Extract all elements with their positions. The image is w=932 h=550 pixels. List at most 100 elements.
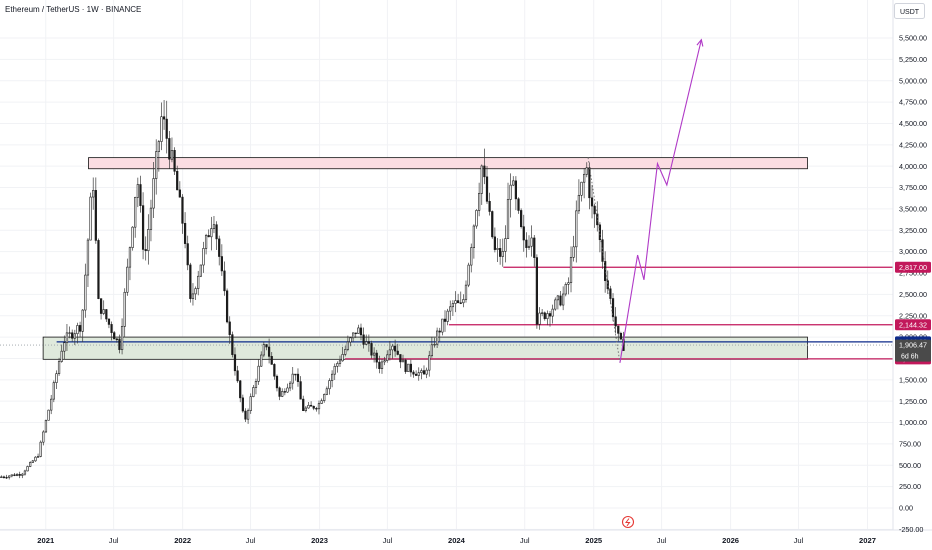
candle-body xyxy=(604,261,607,281)
y-tick-label: 3,250.00 xyxy=(899,226,927,235)
candle-body xyxy=(580,181,583,196)
currency-box[interactable] xyxy=(894,3,925,19)
candle-body xyxy=(383,360,386,363)
candle-body xyxy=(409,363,412,373)
candle-body xyxy=(194,288,197,295)
x-tick-label: Jul xyxy=(246,536,256,545)
candle-body xyxy=(126,266,129,293)
candle-body xyxy=(504,238,507,252)
candle-body xyxy=(543,312,546,320)
candle-body xyxy=(378,361,381,369)
candle-body xyxy=(115,338,118,341)
candle-body xyxy=(449,306,452,312)
price-line-tag xyxy=(895,319,931,331)
candle-body xyxy=(168,138,171,160)
candle-body xyxy=(281,391,284,397)
candle-body xyxy=(152,178,155,209)
candle-body xyxy=(86,239,90,276)
candle-body xyxy=(375,352,378,363)
candle-body xyxy=(299,381,302,400)
candle-body xyxy=(186,243,189,266)
x-tick-label: Jul xyxy=(520,536,530,545)
candle-body xyxy=(244,410,247,420)
candle-body xyxy=(388,349,391,356)
y-tick-label: 4,250.00 xyxy=(899,140,927,149)
candle-body xyxy=(351,332,355,339)
price-line-tag xyxy=(895,261,931,273)
candle-body xyxy=(404,359,407,372)
x-tick-label: 2023 xyxy=(311,536,328,545)
x-tick-label: Jul xyxy=(657,536,667,545)
candle-body xyxy=(304,407,307,412)
candle-body xyxy=(97,240,100,299)
candle-body xyxy=(548,313,552,317)
candle-body xyxy=(538,312,541,325)
candle-body xyxy=(155,151,158,179)
current-price-tag xyxy=(895,339,931,362)
candle-body xyxy=(149,207,153,230)
current-price-countdown: 6d 6h xyxy=(901,354,919,361)
candle-body xyxy=(317,403,321,410)
candle-body xyxy=(134,197,137,228)
candle-body xyxy=(176,170,179,191)
x-tick-label: 2024 xyxy=(448,536,466,545)
y-tick-label: 5,250.00 xyxy=(899,55,927,64)
candle-body xyxy=(291,373,294,384)
price-line-label: 2,144.32 xyxy=(899,320,927,329)
candle-body xyxy=(430,344,433,357)
candle-body xyxy=(44,419,48,433)
candle-body xyxy=(76,325,79,335)
x-tick-label: 2021 xyxy=(37,536,55,545)
candle-body xyxy=(302,398,305,412)
candle-body xyxy=(428,355,431,371)
candle-body xyxy=(246,410,250,420)
x-tick-label: 2026 xyxy=(722,536,739,545)
candle-body xyxy=(26,466,29,472)
candle-body xyxy=(422,370,426,375)
candle-body xyxy=(464,284,468,300)
candle-body xyxy=(288,382,292,389)
candle-body xyxy=(39,441,42,457)
y-tick-label: 1,000.00 xyxy=(899,418,927,427)
y-tick-label: 5,000.00 xyxy=(899,76,927,85)
candle-body xyxy=(472,225,475,248)
candle-body xyxy=(475,210,478,227)
candle-body xyxy=(212,224,216,229)
candle-body xyxy=(575,210,578,248)
candle-body xyxy=(265,344,268,348)
candle-body xyxy=(443,318,447,322)
candle-body xyxy=(215,224,218,240)
candle-body xyxy=(10,474,13,477)
candle-body xyxy=(262,344,265,356)
candle-body xyxy=(5,476,8,479)
candle-body xyxy=(336,363,339,367)
x-tick-label: 2022 xyxy=(174,536,191,545)
candle-body xyxy=(541,312,544,314)
candle-body xyxy=(173,150,176,172)
candle-body xyxy=(433,343,436,346)
candle-body xyxy=(52,382,55,400)
candle-body xyxy=(514,180,517,200)
candle-body xyxy=(527,245,531,248)
candle-body xyxy=(60,350,63,362)
candle-body xyxy=(506,199,510,239)
candle-body xyxy=(585,167,588,175)
y-tick-label: 2,750.00 xyxy=(899,269,927,278)
candle-body xyxy=(451,303,454,308)
candle-body xyxy=(556,295,560,301)
y-tick-label: 1,250.00 xyxy=(899,397,927,406)
candle-body xyxy=(569,257,573,283)
candle-body xyxy=(551,308,554,317)
candle-body xyxy=(367,341,370,344)
candle-body xyxy=(13,474,16,476)
candle-body xyxy=(315,408,318,410)
candle-body xyxy=(309,404,313,407)
x-tick-label: Jul xyxy=(109,536,119,545)
candle-body xyxy=(123,291,126,327)
candle-body xyxy=(267,346,271,357)
candle-body xyxy=(606,280,609,290)
x-tick-label: 2025 xyxy=(585,536,603,545)
candle-body xyxy=(328,380,331,390)
